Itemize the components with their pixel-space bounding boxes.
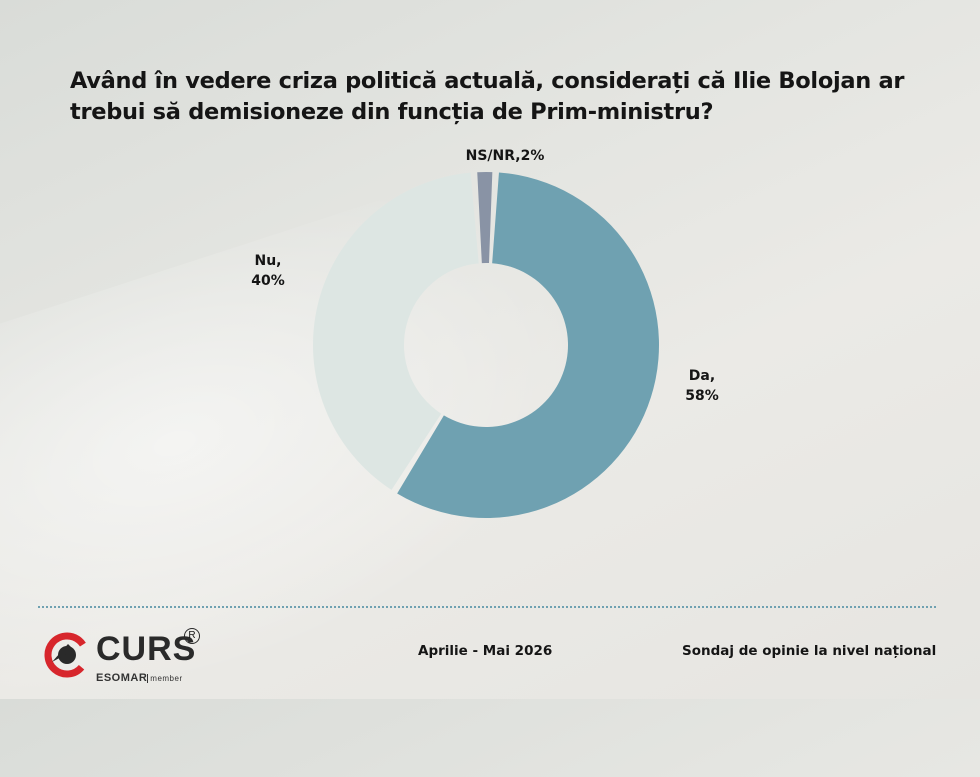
slice-label-nu-name: Nu,: [254, 253, 282, 269]
curs-logo-word: CURS: [96, 630, 197, 668]
slice-label-nu-value: 40%: [251, 273, 285, 289]
survey-period: Aprilie - Mai 2026: [418, 643, 553, 659]
donut-slice-nu: [312, 172, 479, 490]
slice-label-da-name: Da,: [688, 368, 716, 384]
slice-label-nsnr: NS/NR,2%: [440, 146, 570, 166]
donut-slice-da: [397, 172, 659, 518]
footer-divider: [38, 606, 936, 608]
survey-description: Sondaj de opinie la nivel național: [682, 643, 937, 659]
curs-logo-mark-icon: [44, 632, 90, 678]
esomar-member-mark: ESOMAR member: [96, 672, 183, 684]
slice-label-da-value: 58%: [685, 388, 719, 404]
registered-icon: R: [184, 628, 200, 644]
slice-label-da: Da, 58%: [672, 366, 732, 406]
donut-chart: [312, 172, 659, 518]
slice-label-nsnr-value: 2%: [520, 148, 545, 164]
donut-slice-ns-nr: [477, 172, 493, 264]
curs-logo: CURS R ESOMAR member: [44, 628, 234, 692]
chart-title: Având în vedere criza politică actuală, …: [70, 68, 905, 125]
slice-label-nsnr-name: NS/NR,: [465, 148, 521, 164]
slice-label-nu: Nu, 40%: [238, 251, 298, 291]
